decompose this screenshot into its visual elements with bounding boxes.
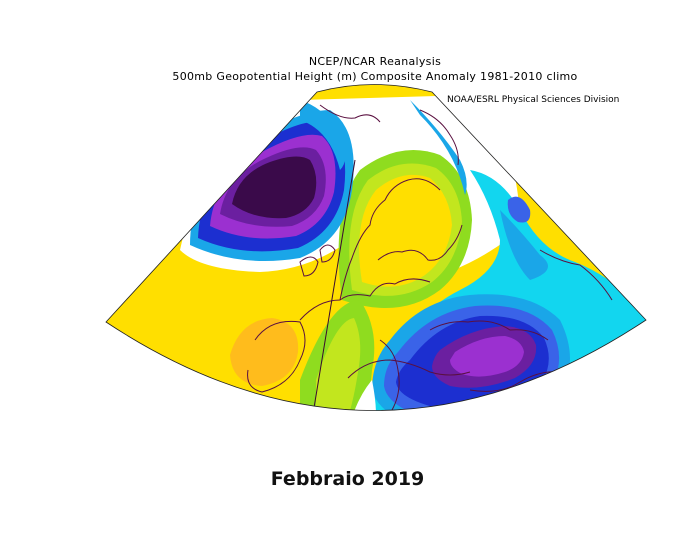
negative-low-nw-core <box>232 156 317 219</box>
negative-spot-ne <box>507 196 531 223</box>
negative-arctic-strip <box>300 100 345 170</box>
negative-trough-east-light <box>500 210 548 280</box>
positive-core-iberia <box>230 318 299 386</box>
month-caption: Febbraio 2019 <box>270 468 425 490</box>
credit-label: NOAA/ESRL Physical Sciences Division <box>447 95 620 105</box>
chart-title-line1: NCEP/NCAR Reanalysis <box>308 55 442 68</box>
coastlines <box>247 104 613 411</box>
negative-trough-violet <box>450 336 524 377</box>
anomaly-field <box>106 84 646 411</box>
chart-title-line2: 500mb Geopotential Height (m) Composite … <box>172 70 578 83</box>
map-frame <box>105 84 647 411</box>
meridian-line <box>309 159 356 411</box>
